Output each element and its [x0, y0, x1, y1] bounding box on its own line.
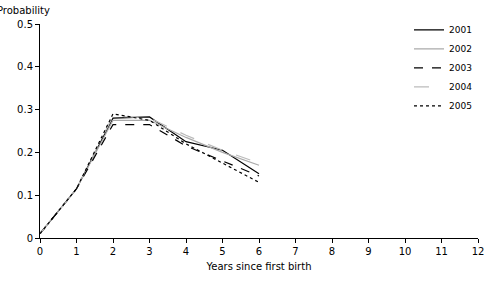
svg-text:12: 12 — [472, 246, 485, 257]
svg-text:0.5: 0.5 — [17, 19, 33, 30]
svg-text:0.4: 0.4 — [17, 61, 33, 72]
svg-text:2003: 2003 — [449, 63, 472, 73]
svg-text:3: 3 — [146, 246, 152, 257]
svg-text:2002: 2002 — [449, 44, 472, 54]
svg-text:2004: 2004 — [449, 82, 472, 92]
svg-text:0: 0 — [37, 246, 43, 257]
svg-text:0.3: 0.3 — [17, 104, 33, 115]
svg-text:2005: 2005 — [449, 101, 472, 111]
svg-text:0.2: 0.2 — [17, 147, 33, 158]
svg-text:0: 0 — [27, 233, 33, 244]
svg-text:6: 6 — [256, 246, 262, 257]
svg-text:7: 7 — [292, 246, 298, 257]
svg-text:11: 11 — [435, 246, 448, 257]
svg-text:2: 2 — [110, 246, 116, 257]
svg-text:4: 4 — [183, 246, 189, 257]
svg-text:10: 10 — [399, 246, 412, 257]
svg-text:5: 5 — [219, 246, 225, 257]
svg-text:1: 1 — [73, 246, 79, 257]
svg-text:0.1: 0.1 — [17, 190, 33, 201]
svg-text:9: 9 — [365, 246, 371, 257]
svg-text:2001: 2001 — [449, 25, 472, 35]
svg-text:Years since first birth: Years since first birth — [206, 261, 312, 272]
svg-text:Probability: Probability — [0, 5, 50, 16]
svg-text:8: 8 — [329, 246, 335, 257]
